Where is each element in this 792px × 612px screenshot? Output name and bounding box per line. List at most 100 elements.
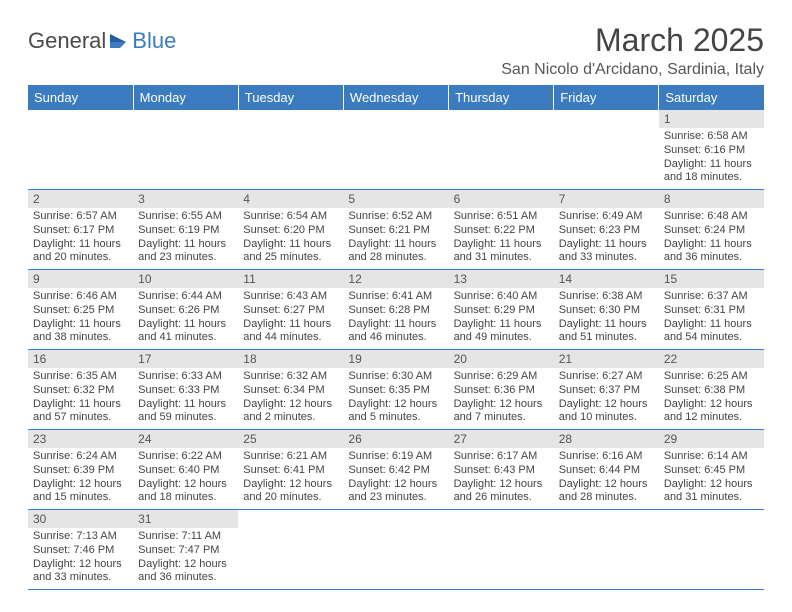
day-day1: Daylight: 12 hours: [348, 478, 443, 492]
day-sunset: Sunset: 6:33 PM: [138, 384, 233, 398]
calendar-day-cell: 7Sunrise: 6:49 AMSunset: 6:23 PMDaylight…: [554, 190, 659, 270]
weekday-header: Friday: [554, 85, 659, 110]
day-number: 31: [133, 510, 238, 528]
day-day1: Daylight: 11 hours: [664, 158, 759, 172]
calendar-day-cell: 22Sunrise: 6:25 AMSunset: 6:38 PMDayligh…: [659, 350, 764, 430]
weekday-header: Thursday: [449, 85, 554, 110]
day-sunrise: Sunrise: 6:38 AM: [559, 290, 654, 304]
day-sunrise: Sunrise: 6:55 AM: [138, 210, 233, 224]
day-number: 15: [659, 270, 764, 288]
calendar-table: Sunday Monday Tuesday Wednesday Thursday…: [28, 85, 764, 590]
calendar-day-cell: 31Sunrise: 7:11 AMSunset: 7:47 PMDayligh…: [133, 510, 238, 590]
day-day2: and 5 minutes.: [348, 411, 443, 425]
day-sunset: Sunset: 6:27 PM: [243, 304, 338, 318]
day-sunrise: Sunrise: 6:32 AM: [243, 370, 338, 384]
day-sunset: Sunset: 6:45 PM: [664, 464, 759, 478]
calendar-day-cell: 4Sunrise: 6:54 AMSunset: 6:20 PMDaylight…: [238, 190, 343, 270]
calendar-week-row: 9Sunrise: 6:46 AMSunset: 6:25 PMDaylight…: [28, 270, 764, 350]
day-number: 19: [343, 350, 448, 368]
day-sunrise: Sunrise: 6:21 AM: [243, 450, 338, 464]
day-day1: Daylight: 11 hours: [138, 318, 233, 332]
day-day2: and 10 minutes.: [559, 411, 654, 425]
day-number: 25: [238, 430, 343, 448]
day-day1: Daylight: 12 hours: [454, 398, 549, 412]
day-number: 22: [659, 350, 764, 368]
day-sunrise: Sunrise: 6:29 AM: [454, 370, 549, 384]
day-day2: and 2 minutes.: [243, 411, 338, 425]
day-day2: and 18 minutes.: [138, 491, 233, 505]
day-sunset: Sunset: 6:20 PM: [243, 224, 338, 238]
day-day1: Daylight: 12 hours: [138, 558, 233, 572]
day-day2: and 18 minutes.: [664, 171, 759, 185]
day-number: 9: [28, 270, 133, 288]
day-day2: and 44 minutes.: [243, 331, 338, 345]
day-sunset: Sunset: 6:23 PM: [559, 224, 654, 238]
calendar-day-cell: 24Sunrise: 6:22 AMSunset: 6:40 PMDayligh…: [133, 430, 238, 510]
calendar-day-cell: [449, 110, 554, 190]
day-sunset: Sunset: 6:16 PM: [664, 144, 759, 158]
day-number: 6: [449, 190, 554, 208]
day-day2: and 36 minutes.: [138, 571, 233, 585]
calendar-day-cell: 23Sunrise: 6:24 AMSunset: 6:39 PMDayligh…: [28, 430, 133, 510]
day-sunset: Sunset: 6:22 PM: [454, 224, 549, 238]
calendar-day-cell: 10Sunrise: 6:44 AMSunset: 6:26 PMDayligh…: [133, 270, 238, 350]
logo-text-left: General: [28, 28, 106, 54]
day-sunrise: Sunrise: 7:13 AM: [33, 530, 128, 544]
day-sunrise: Sunrise: 6:44 AM: [138, 290, 233, 304]
day-number: 17: [133, 350, 238, 368]
day-number: 8: [659, 190, 764, 208]
calendar-day-cell: [659, 510, 764, 590]
day-day1: Daylight: 11 hours: [454, 318, 549, 332]
day-day1: Daylight: 12 hours: [33, 478, 128, 492]
calendar-day-cell: 25Sunrise: 6:21 AMSunset: 6:41 PMDayligh…: [238, 430, 343, 510]
day-day2: and 51 minutes.: [559, 331, 654, 345]
calendar-day-cell: 20Sunrise: 6:29 AMSunset: 6:36 PMDayligh…: [449, 350, 554, 430]
calendar-day-cell: [238, 110, 343, 190]
day-sunrise: Sunrise: 6:37 AM: [664, 290, 759, 304]
day-day1: Daylight: 11 hours: [138, 398, 233, 412]
day-number: 11: [238, 270, 343, 288]
day-day2: and 26 minutes.: [454, 491, 549, 505]
calendar-day-cell: 26Sunrise: 6:19 AMSunset: 6:42 PMDayligh…: [343, 430, 448, 510]
day-day1: Daylight: 11 hours: [33, 398, 128, 412]
day-day2: and 28 minutes.: [348, 251, 443, 265]
day-sunrise: Sunrise: 6:57 AM: [33, 210, 128, 224]
day-day1: Daylight: 11 hours: [348, 238, 443, 252]
day-day2: and 31 minutes.: [664, 491, 759, 505]
calendar-week-row: 1Sunrise: 6:58 AMSunset: 6:16 PMDaylight…: [28, 110, 764, 190]
day-day2: and 20 minutes.: [33, 251, 128, 265]
day-day2: and 38 minutes.: [33, 331, 128, 345]
day-number: 28: [554, 430, 659, 448]
day-day1: Daylight: 12 hours: [138, 478, 233, 492]
calendar-day-cell: [343, 510, 448, 590]
weekday-header-row: Sunday Monday Tuesday Wednesday Thursday…: [28, 85, 764, 110]
day-day1: Daylight: 11 hours: [138, 238, 233, 252]
day-sunset: Sunset: 6:42 PM: [348, 464, 443, 478]
day-day1: Daylight: 11 hours: [559, 318, 654, 332]
day-day1: Daylight: 11 hours: [454, 238, 549, 252]
day-sunset: Sunset: 6:30 PM: [559, 304, 654, 318]
weekday-header: Tuesday: [238, 85, 343, 110]
day-day1: Daylight: 12 hours: [243, 398, 338, 412]
day-day2: and 46 minutes.: [348, 331, 443, 345]
day-number: 2: [28, 190, 133, 208]
day-day2: and 20 minutes.: [243, 491, 338, 505]
day-sunrise: Sunrise: 7:11 AM: [138, 530, 233, 544]
day-number: 27: [449, 430, 554, 448]
day-sunrise: Sunrise: 6:30 AM: [348, 370, 443, 384]
day-day2: and 7 minutes.: [454, 411, 549, 425]
calendar-day-cell: 27Sunrise: 6:17 AMSunset: 6:43 PMDayligh…: [449, 430, 554, 510]
day-day1: Daylight: 11 hours: [243, 238, 338, 252]
day-sunrise: Sunrise: 6:48 AM: [664, 210, 759, 224]
day-day2: and 28 minutes.: [559, 491, 654, 505]
day-day1: Daylight: 12 hours: [559, 398, 654, 412]
day-day1: Daylight: 11 hours: [33, 318, 128, 332]
weekday-header: Sunday: [28, 85, 133, 110]
calendar-day-cell: 3Sunrise: 6:55 AMSunset: 6:19 PMDaylight…: [133, 190, 238, 270]
calendar-day-cell: [449, 510, 554, 590]
calendar-day-cell: 19Sunrise: 6:30 AMSunset: 6:35 PMDayligh…: [343, 350, 448, 430]
calendar-body: 1Sunrise: 6:58 AMSunset: 6:16 PMDaylight…: [28, 110, 764, 590]
day-sunset: Sunset: 6:43 PM: [454, 464, 549, 478]
day-sunrise: Sunrise: 6:40 AM: [454, 290, 549, 304]
day-number: 4: [238, 190, 343, 208]
